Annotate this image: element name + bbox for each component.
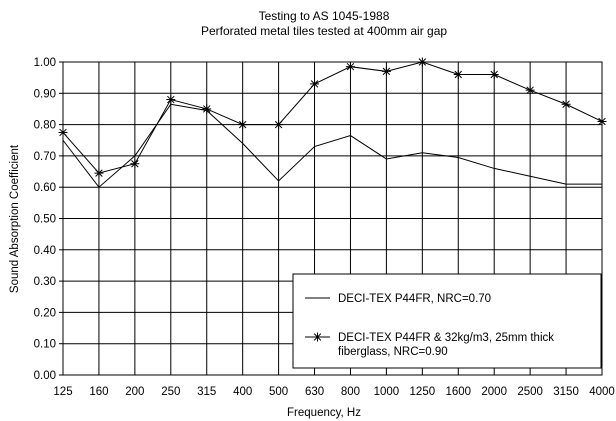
marker-stroke (490, 70, 498, 79)
chart-subtitle: Perforated metal tiles tested at 400mm a… (201, 24, 447, 38)
legend-box (292, 273, 602, 369)
series-2-point (453, 70, 463, 80)
y-tick-label: 0.00 (34, 370, 56, 382)
marker-stroke (131, 159, 139, 168)
legend-label-series-1: DECI-TEX P44FR, NRC=0.70 (338, 293, 491, 305)
legend-asterisk-marker (313, 332, 322, 342)
y-tick-label: 1.00 (34, 57, 56, 69)
y-tick-label: 0.80 (34, 120, 56, 132)
x-tick-label: 400 (233, 386, 252, 398)
y-tick-label: 0.50 (34, 214, 56, 226)
legend: DECI-TEX P44FR, NRC=0.70 DECI-TEX P44FR … (292, 273, 602, 369)
marker-stroke (418, 58, 427, 66)
marker-stroke (562, 100, 570, 108)
y-tick-label: 0.60 (34, 182, 56, 194)
marker-stroke (598, 117, 606, 126)
series-2-point (525, 85, 535, 95)
x-tick-label: 630 (305, 386, 324, 398)
marker-stroke (95, 169, 103, 177)
marker-stroke (59, 128, 67, 137)
x-tick-label: 1250 (410, 386, 436, 398)
marker-stroke (203, 105, 211, 113)
series-layer (58, 57, 607, 188)
y-tick-label: 0.70 (34, 151, 56, 163)
series-2-point (94, 168, 104, 178)
x-tick-label: 315 (197, 386, 216, 398)
marker-stroke (382, 67, 391, 76)
x-tick-label: 2500 (517, 386, 543, 398)
marker-stroke (274, 120, 283, 129)
marker-stroke (346, 62, 355, 71)
y-tick-label: 0.90 (34, 88, 56, 100)
y-tick-label: 0.10 (34, 339, 56, 351)
x-tick-label: 1600 (445, 386, 471, 398)
x-tick-label: 200 (125, 386, 144, 398)
series-2-point (130, 159, 140, 169)
chart-title: Testing to AS 1045-1988 (259, 9, 390, 23)
series-2-point (489, 70, 499, 80)
marker-stroke (526, 86, 534, 94)
series-2-point (597, 116, 607, 126)
x-tick-label: 125 (53, 386, 72, 398)
y-tick-labels: 0.00 0.10 0.20 0.30 0.40 0.50 0.60 0.70 0.80 0.90… (34, 57, 56, 382)
x-tick-labels: 125 160 200 250 315 400 500 630 800 1000 1250 1600 2… (53, 386, 614, 398)
x-axis-label: Frequency, Hz (287, 407, 361, 419)
legend-label-series-2-line1: DECI-TEX P44FR & 32kg/m3, 25mm thick (338, 332, 554, 344)
x-tick-label: 500 (269, 386, 288, 398)
y-axis-label: Sound Absorption Coefficient (9, 144, 21, 293)
x-tick-label: 1000 (374, 386, 400, 398)
marker-stroke (238, 120, 247, 129)
x-tick-label: 800 (341, 386, 360, 398)
legend-label-series-2-line2: fiberglass, NRC=0.90 (338, 346, 448, 358)
series-2-point (345, 62, 355, 72)
series-2-point (417, 57, 427, 67)
y-tick-label: 0.20 (34, 307, 56, 319)
series-2-point (561, 99, 571, 109)
y-tick-label: 0.30 (34, 276, 56, 288)
series-2-point (166, 95, 176, 105)
x-tick-label: 3150 (553, 386, 579, 398)
x-tick-label: 250 (161, 386, 180, 398)
y-tick-label: 0.40 (34, 245, 56, 257)
marker-stroke (167, 95, 175, 104)
x-tick-label: 2000 (481, 386, 507, 398)
series-2-line (62, 61, 603, 174)
series-1-line (62, 103, 602, 188)
legend-marker-series-2 (313, 332, 322, 342)
series-2-point (310, 79, 320, 89)
marker-stroke (310, 80, 319, 88)
x-tick-label: 4000 (589, 386, 615, 398)
series-2-point (274, 120, 284, 130)
series-2-point (58, 127, 68, 137)
series-2-point (381, 66, 391, 76)
x-tick-label: 160 (89, 386, 108, 398)
marker-stroke (313, 333, 322, 341)
marker-stroke (454, 70, 462, 79)
series-2-point (202, 104, 212, 114)
series-2-point (238, 120, 248, 130)
